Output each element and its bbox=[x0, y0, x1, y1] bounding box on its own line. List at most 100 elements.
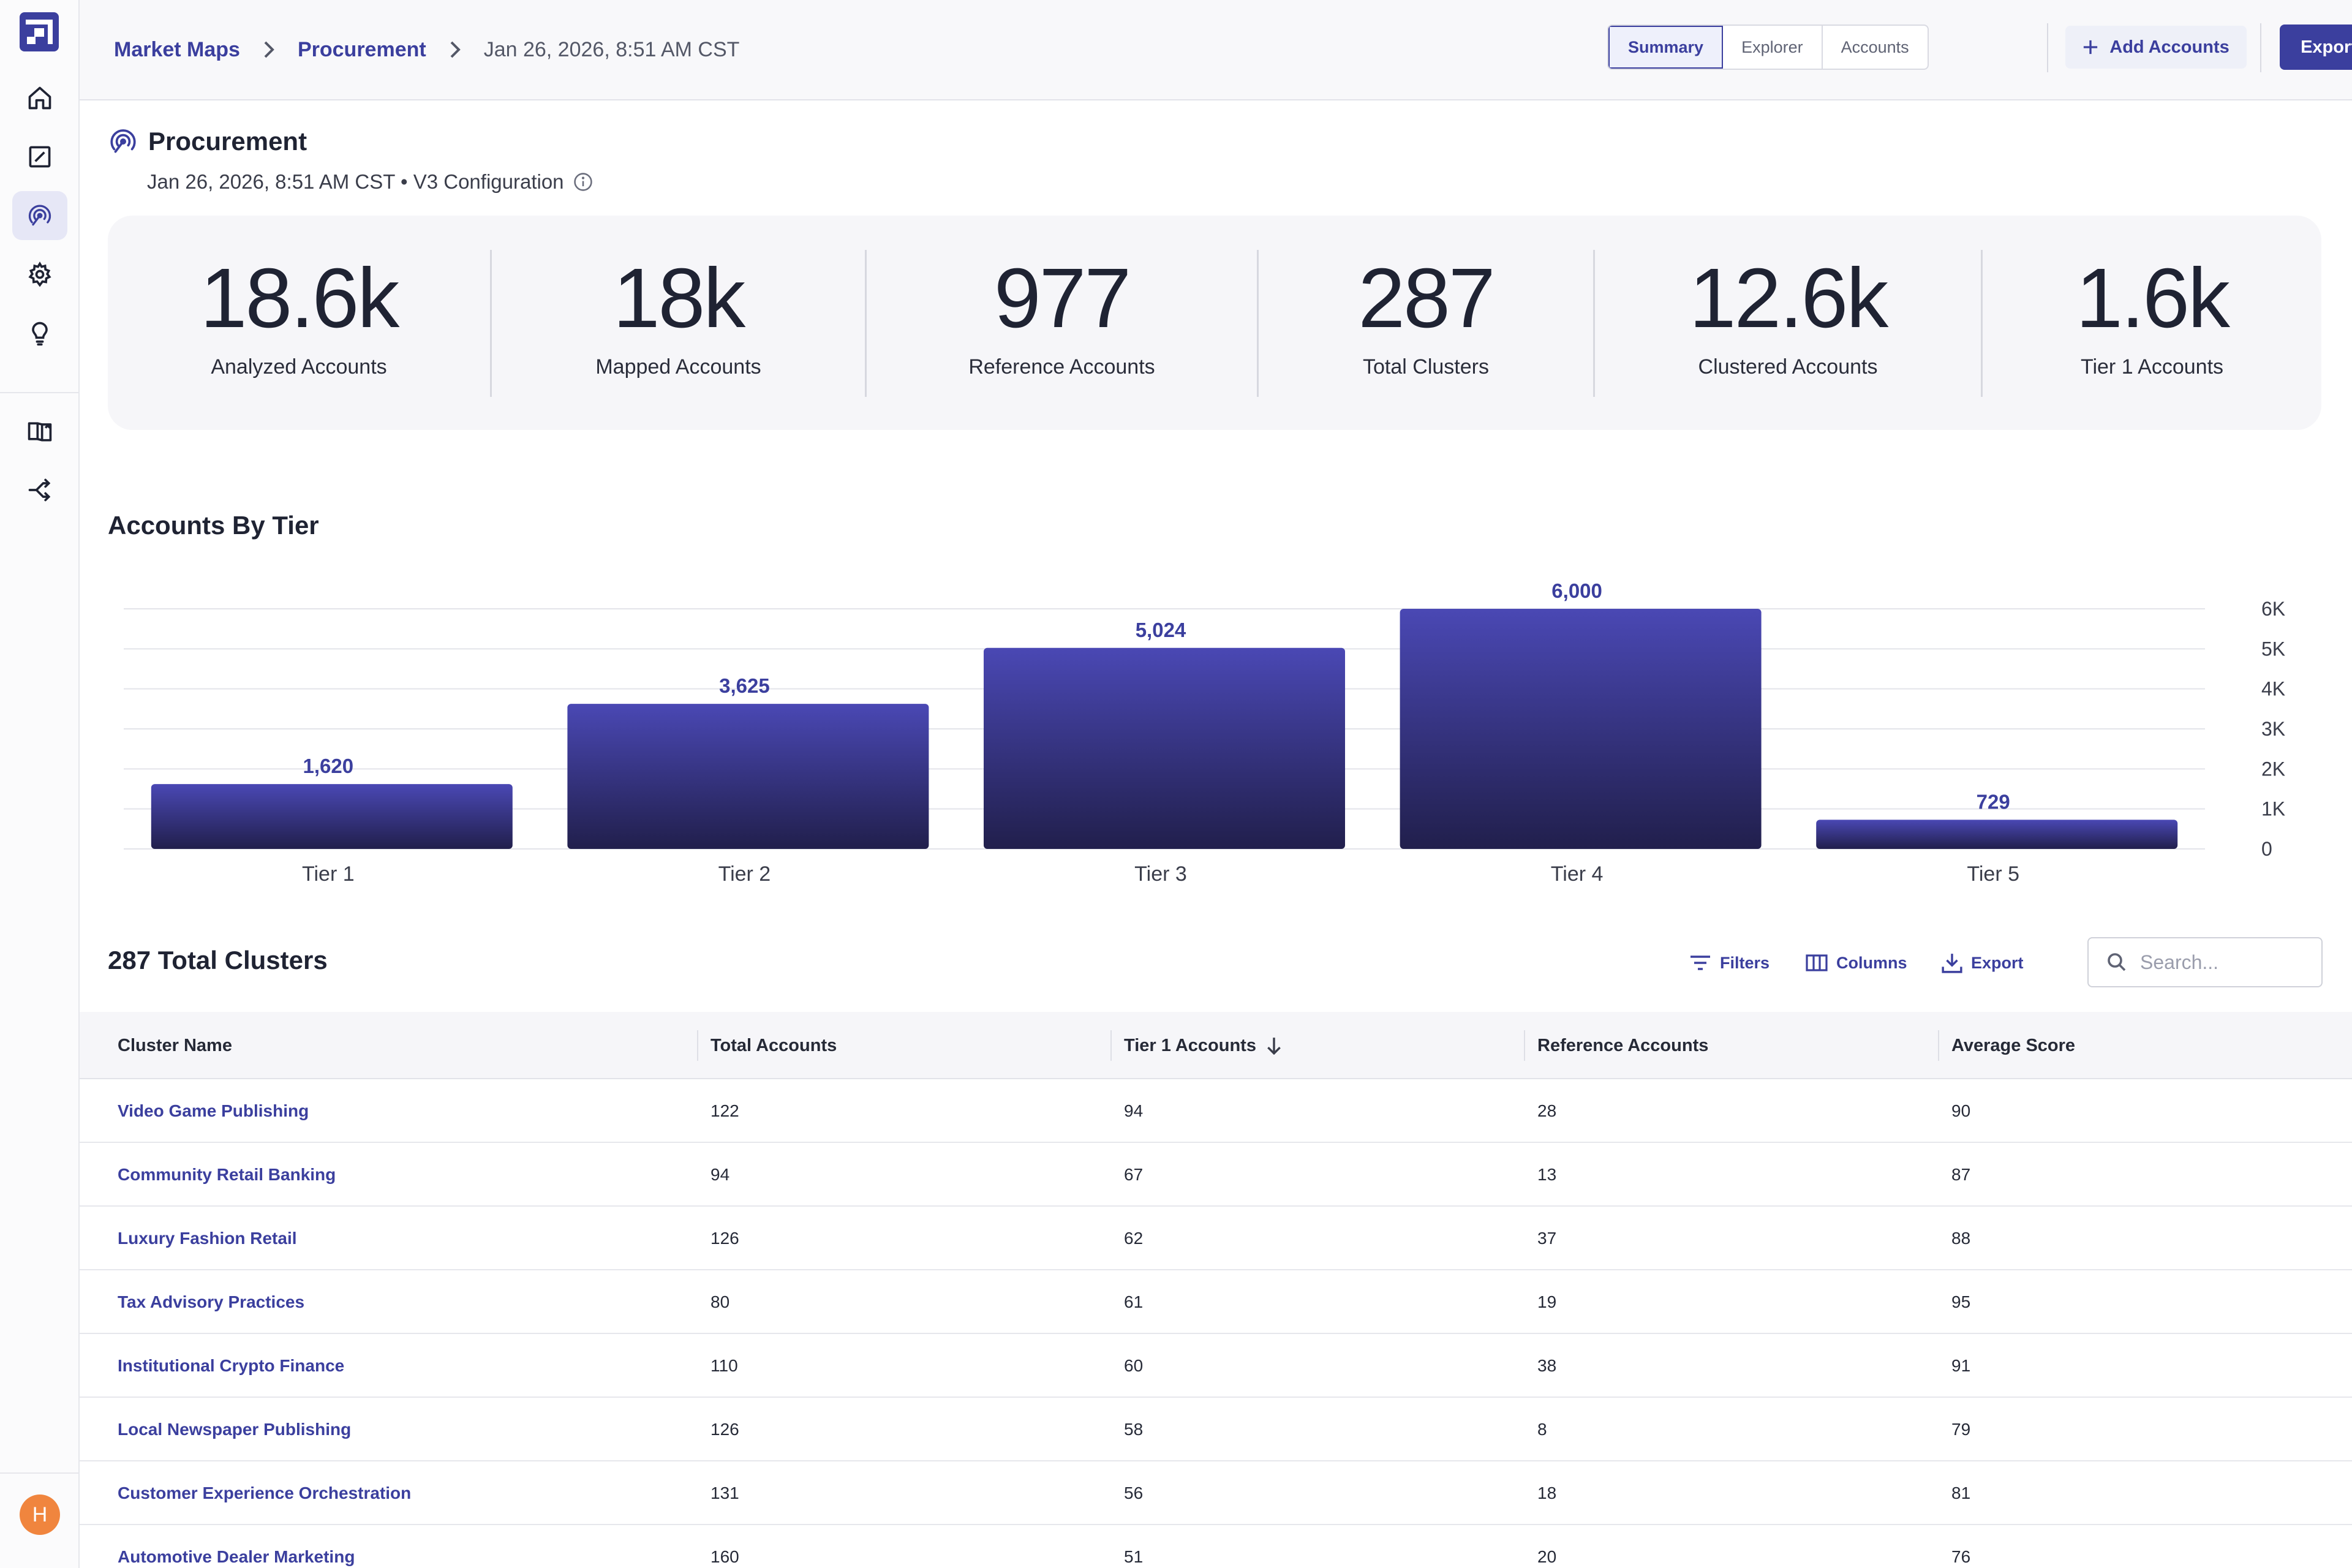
bar-value-label: 1,620 bbox=[303, 755, 354, 777]
download-icon bbox=[1942, 954, 1962, 973]
cell-cluster-name[interactable]: Luxury Fashion Retail bbox=[118, 1229, 297, 1248]
sidebar-item-home[interactable] bbox=[12, 74, 67, 123]
table-title: 287 Total Clusters bbox=[108, 946, 328, 974]
chart-title: Accounts By Tier bbox=[108, 511, 319, 540]
column-divider[interactable] bbox=[1938, 1030, 1939, 1061]
cell-cluster-name[interactable]: Tax Advisory Practices bbox=[118, 1292, 305, 1311]
sidebar-item-insights[interactable] bbox=[12, 309, 67, 358]
x-tick-label: Tier 4 bbox=[1551, 862, 1604, 886]
avatar[interactable]: H bbox=[20, 1494, 60, 1535]
column-header-total-accounts[interactable]: Total Accounts bbox=[710, 1035, 837, 1055]
sidebar-item-integrations[interactable] bbox=[12, 466, 67, 514]
filters-label: Filters bbox=[1720, 953, 1770, 972]
table-row[interactable]: Institutional Crypto Finance 110 60 38 91 bbox=[80, 1334, 2352, 1398]
accounts-by-tier-chart: 0 1K 2K 3K 4K 5K 6K 1,620 Tier 1 3,625 Tier 2 5,024… bbox=[124, 579, 2285, 886]
table-row[interactable]: Community Retail Banking 94 67 13 87 bbox=[80, 1143, 2352, 1207]
sidebar-divider bbox=[0, 392, 80, 393]
page-title-row: Procurement bbox=[108, 126, 307, 157]
cell-tier1-accounts: 62 bbox=[1124, 1229, 1144, 1248]
app-logo[interactable] bbox=[20, 12, 59, 51]
column-divider[interactable] bbox=[697, 1030, 698, 1061]
y-tick-label: 2K bbox=[2261, 758, 2285, 780]
cell-cluster-name[interactable]: Institutional Crypto Finance bbox=[118, 1356, 345, 1375]
table-row[interactable]: Video Game Publishing 122 94 28 90 bbox=[80, 1079, 2352, 1143]
tab-summary[interactable]: Summary bbox=[1608, 26, 1724, 69]
stat-analyzed-accounts: 18.6k Analyzed Accounts bbox=[108, 216, 490, 430]
filters-button[interactable]: Filters bbox=[1689, 938, 1770, 987]
cell-cluster-name[interactable]: Customer Experience Orchestration bbox=[118, 1483, 412, 1502]
cell-average-score: 88 bbox=[1951, 1229, 1971, 1248]
export-dropdown-button[interactable]: Export bbox=[2280, 24, 2352, 70]
stat-label: Tier 1 Accounts bbox=[2080, 355, 2224, 379]
bar-value-label: 6,000 bbox=[1551, 579, 1602, 602]
bar-tier-1[interactable] bbox=[151, 784, 513, 849]
arrow-down-icon[interactable] bbox=[1265, 1036, 1283, 1055]
bar-tier-3[interactable] bbox=[984, 647, 1345, 849]
add-accounts-button[interactable]: Add Accounts bbox=[2065, 26, 2247, 69]
cell-reference-accounts: 18 bbox=[1537, 1483, 1557, 1502]
x-tick-label: Tier 1 bbox=[302, 862, 355, 886]
table-row[interactable]: Automotive Dealer Marketing 160 51 20 76 bbox=[80, 1525, 2352, 1568]
cell-tier1-accounts: 67 bbox=[1124, 1165, 1144, 1184]
cell-average-score: 87 bbox=[1951, 1165, 1971, 1184]
bar-tier-5[interactable] bbox=[1816, 820, 2178, 849]
cell-total-accounts: 126 bbox=[710, 1420, 739, 1439]
tab-accounts[interactable]: Accounts bbox=[1841, 37, 1909, 56]
column-header-tier1-accounts[interactable]: Tier 1 Accounts bbox=[1124, 1012, 1283, 1079]
table-row[interactable]: Customer Experience Orchestration 131 56 18… bbox=[80, 1461, 2352, 1525]
table-row[interactable]: Luxury Fashion Retail 126 62 37 88 bbox=[80, 1207, 2352, 1270]
page-subtitle-row: Jan 26, 2026, 8:51 AM CST • V3 Configura… bbox=[147, 170, 594, 194]
table-row[interactable]: Local Newspaper Publishing 126 58 8 79 bbox=[80, 1398, 2352, 1461]
column-header-cluster-name[interactable]: Cluster Name bbox=[118, 1035, 232, 1055]
tab-explorer[interactable]: Explorer bbox=[1723, 26, 1823, 69]
sidebar-item-settings[interactable] bbox=[12, 250, 67, 299]
bar-tier-2[interactable] bbox=[567, 704, 929, 849]
info-icon[interactable] bbox=[573, 172, 594, 192]
sidebar-item-docs[interactable] bbox=[12, 407, 67, 456]
stat-value: 977 bbox=[993, 251, 1131, 345]
y-tick-label: 4K bbox=[2261, 678, 2285, 700]
cell-reference-accounts: 8 bbox=[1537, 1420, 1547, 1439]
table-row[interactable]: Tax Advisory Practices 80 61 19 95 bbox=[80, 1270, 2352, 1334]
sidebar-divider bbox=[0, 1472, 80, 1474]
cell-tier1-accounts: 60 bbox=[1124, 1356, 1144, 1375]
column-divider[interactable] bbox=[1110, 1030, 1112, 1061]
cell-cluster-name[interactable]: Video Game Publishing bbox=[118, 1101, 309, 1120]
breadcrumb-procurement[interactable]: Procurement bbox=[297, 37, 426, 61]
cell-total-accounts: 160 bbox=[710, 1547, 739, 1566]
home-icon bbox=[28, 86, 51, 110]
cell-reference-accounts: 28 bbox=[1537, 1101, 1557, 1120]
y-tick-label: 5K bbox=[2261, 638, 2285, 660]
stat-label: Mapped Accounts bbox=[595, 355, 761, 379]
cell-cluster-name[interactable]: Local Newspaper Publishing bbox=[118, 1420, 352, 1439]
cell-average-score: 76 bbox=[1951, 1547, 1971, 1566]
stat-label: Total Clusters bbox=[1363, 355, 1489, 379]
column-header-reference-accounts[interactable]: Reference Accounts bbox=[1537, 1035, 1709, 1055]
search-icon bbox=[2108, 953, 2126, 971]
columns-button[interactable]: Columns bbox=[1806, 938, 1907, 987]
column-divider[interactable] bbox=[1524, 1030, 1525, 1061]
cell-cluster-name[interactable]: Automotive Dealer Marketing bbox=[118, 1547, 355, 1566]
stat-clustered-accounts: 12.6k Clustered Accounts bbox=[1595, 216, 1981, 430]
search-input[interactable] bbox=[2140, 951, 2318, 974]
cell-tier1-accounts: 94 bbox=[1124, 1101, 1144, 1120]
column-header-label: Tier 1 Accounts bbox=[1124, 1035, 1256, 1055]
market-map-icon bbox=[28, 205, 51, 226]
cell-average-score: 81 bbox=[1951, 1483, 1971, 1502]
sidebar-item-market-maps[interactable] bbox=[12, 191, 67, 240]
column-header-average-score[interactable]: Average Score bbox=[1951, 1035, 2076, 1055]
top-header: Market Maps Procurement Jan 26, 2026, 8:… bbox=[80, 0, 2352, 100]
cell-reference-accounts: 38 bbox=[1537, 1356, 1557, 1375]
edit-square-icon bbox=[29, 146, 51, 168]
table-export-button[interactable]: Export bbox=[1942, 938, 2024, 987]
breadcrumb-current: Jan 26, 2026, 8:51 AM CST bbox=[483, 37, 740, 61]
bar-tier-4[interactable] bbox=[1400, 609, 1762, 849]
sidebar-item-edit[interactable] bbox=[12, 132, 67, 181]
view-tabs: Summary Explorer Accounts bbox=[1607, 24, 1929, 70]
stat-label: Reference Accounts bbox=[968, 355, 1155, 379]
cell-total-accounts: 126 bbox=[710, 1229, 739, 1248]
cell-cluster-name[interactable]: Community Retail Banking bbox=[118, 1165, 336, 1184]
columns-label: Columns bbox=[1836, 953, 1907, 972]
search-box[interactable] bbox=[2087, 937, 2323, 987]
breadcrumb-market-maps[interactable]: Market Maps bbox=[114, 37, 240, 61]
